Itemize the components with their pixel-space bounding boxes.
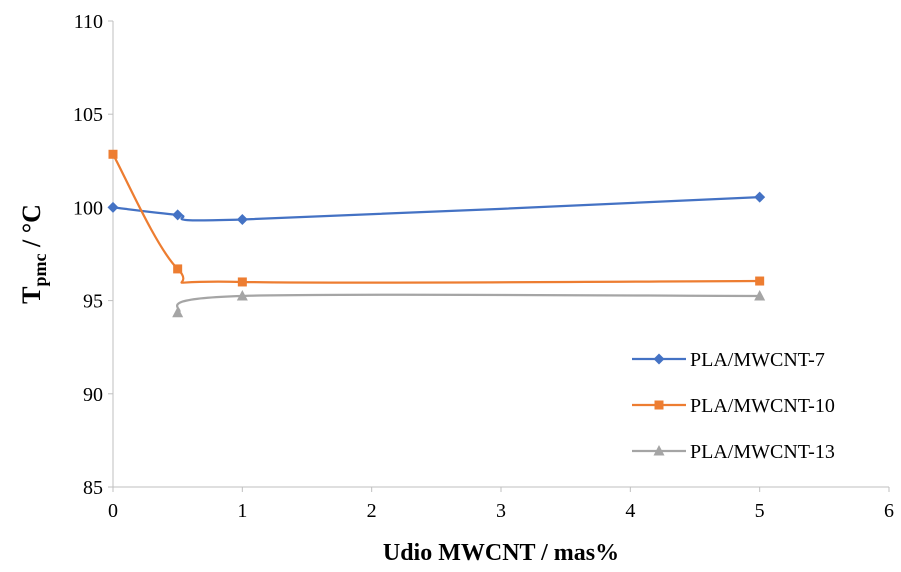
y-tick-label: 85 xyxy=(83,477,103,499)
data-point-marker xyxy=(237,277,247,287)
x-axis-title: Udio MWCNT / mas% xyxy=(383,540,619,566)
y-tick-label: 90 xyxy=(83,384,103,406)
y-tick-label: 105 xyxy=(73,104,103,126)
y-axis-title-unit: / °C xyxy=(17,204,46,253)
series-3 xyxy=(172,289,766,318)
x-tick-label: 1 xyxy=(237,500,247,522)
data-point-marker xyxy=(755,276,765,286)
y-tick-label: 95 xyxy=(83,291,103,313)
series-line xyxy=(112,196,760,222)
y-tick-label: 110 xyxy=(74,11,103,33)
legend-item: PLA/MWCNT-13 xyxy=(632,441,835,463)
data-point-marker xyxy=(754,289,766,301)
data-point-marker xyxy=(754,191,766,203)
y-axis-title: Tpmc / °C xyxy=(17,204,50,304)
x-tick-label: 0 xyxy=(108,500,118,522)
x-tick-label: 3 xyxy=(496,500,506,522)
data-point-marker xyxy=(236,289,248,301)
y-tick-labels: 85 90 95 100 105 110 xyxy=(73,11,113,499)
data-point-marker xyxy=(173,264,183,274)
y-axis: 85 90 95 100 105 110 xyxy=(73,11,114,499)
x-tick-label: 6 xyxy=(884,500,894,522)
legend-item: PLA/MWCNT-10 xyxy=(632,395,835,417)
x-tick-label: 4 xyxy=(625,500,635,522)
legend-swatch-marker xyxy=(654,400,664,410)
legend-swatch-marker xyxy=(653,445,665,456)
legend-label: PLA/MWCNT-13 xyxy=(690,441,835,463)
series-2 xyxy=(108,149,765,287)
x-tick-label: 5 xyxy=(755,500,765,522)
data-point-marker xyxy=(108,149,118,159)
data-point-marker xyxy=(236,214,248,226)
legend-swatch-marker xyxy=(653,353,665,365)
data-point-marker xyxy=(172,306,184,318)
y-axis-title-main: T xyxy=(17,287,46,304)
data-point-marker xyxy=(172,209,184,221)
legend-label: PLA/MWCNT-10 xyxy=(690,395,835,417)
legend-label: PLA/MWCNT-7 xyxy=(690,349,825,371)
y-tick-label: 100 xyxy=(73,197,103,219)
legend-item: PLA/MWCNT-7 xyxy=(632,349,825,371)
x-axis: 0 1 2 3 4 5 6 xyxy=(108,486,894,522)
series-1 xyxy=(107,191,766,226)
x-tick-labels: 0 1 2 3 4 5 6 xyxy=(108,487,894,522)
series-line xyxy=(176,293,760,314)
y-axis-title-subscript: pmc xyxy=(30,254,50,287)
x-tick-label: 2 xyxy=(367,500,377,522)
plot-area xyxy=(107,149,766,318)
legend: PLA/MWCNT-7 PLA/MWCNT-10 PLA/MWCNT-13 xyxy=(632,349,835,463)
series-line xyxy=(112,153,760,284)
data-point-marker xyxy=(107,201,119,213)
